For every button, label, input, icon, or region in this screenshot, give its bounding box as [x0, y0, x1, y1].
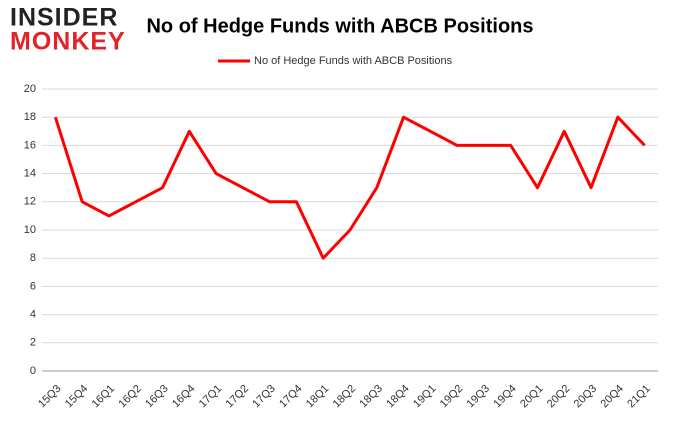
chart-title: No of Hedge Funds with ABCB Positions: [146, 15, 533, 37]
logo-line2: MONKEY: [10, 28, 126, 56]
logo-line1: INSIDER: [10, 4, 118, 32]
y-tick-label: 10: [24, 224, 36, 236]
y-tick-label: 18: [24, 111, 36, 123]
y-tick-label: 0: [30, 365, 36, 377]
y-tick-label: 4: [30, 309, 36, 321]
y-tick-label: 8: [30, 252, 36, 264]
line-series: [53, 115, 646, 260]
legend-label: No of Hedge Funds with ABCB Positions: [254, 55, 453, 67]
y-tick-label: 12: [24, 196, 36, 208]
y-tick-label: 2: [30, 337, 36, 349]
y-tick-label: 16: [24, 139, 36, 151]
y-tick-label: 20: [24, 83, 36, 95]
y-tick-label: 14: [24, 168, 36, 180]
y-tick-label: 6: [30, 280, 36, 292]
